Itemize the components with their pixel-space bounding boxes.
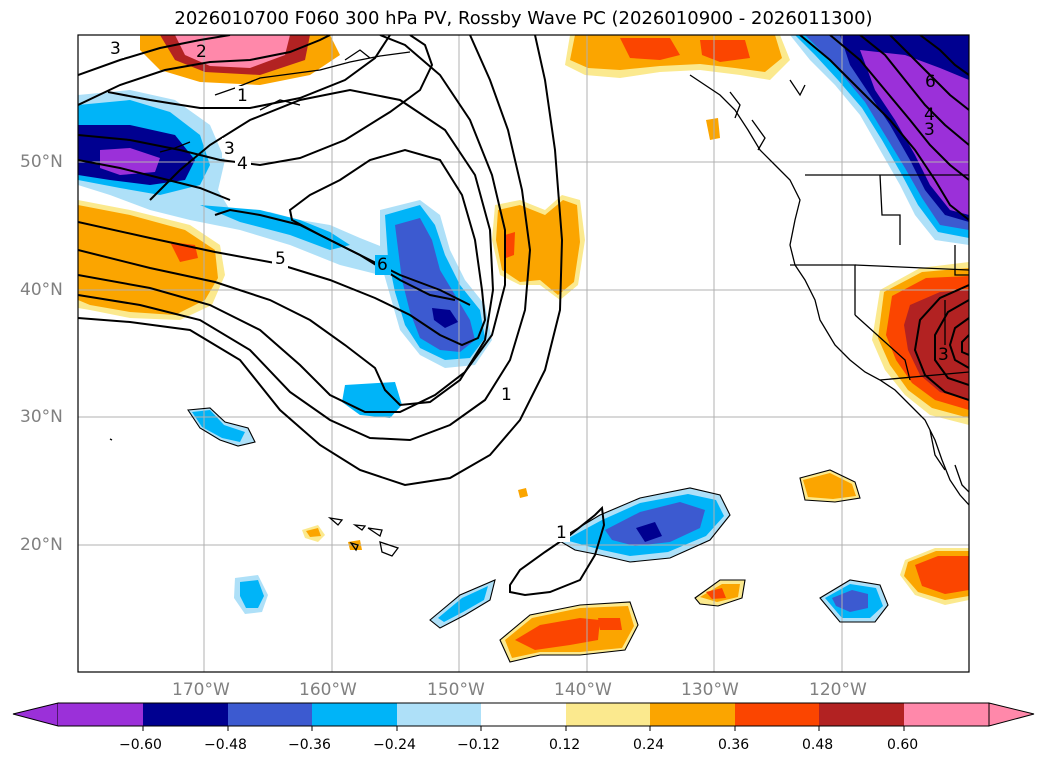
contour-label: 6	[925, 72, 936, 92]
lat-label-50n: 50°N	[20, 152, 63, 172]
colorbar-tick: −0.36	[288, 737, 331, 753]
contour-label: 2	[196, 42, 207, 62]
positive-anomaly-baja	[800, 470, 969, 605]
contour-label: 3	[924, 120, 935, 140]
colorbar	[12, 702, 1035, 731]
lat-label-20n: 20°N	[20, 535, 63, 555]
contour-outlines	[187, 407, 889, 663]
contour-label: 3	[938, 345, 949, 365]
colorbar-segment	[566, 703, 650, 726]
lon-label-140w: 140°W	[554, 680, 612, 700]
colorbar-segment	[312, 703, 397, 726]
colorbar-tick: −0.12	[457, 737, 500, 753]
map-frame	[77, 34, 970, 673]
colorbar-tick: −0.60	[119, 737, 162, 753]
lon-label-160w: 160°W	[299, 680, 357, 700]
map-plot-area: 3 2 1 3 4 5 6 1 1 6 4 3 3	[78, 35, 969, 672]
lat-label-30n: 30°N	[20, 407, 63, 427]
colorbar-segment	[819, 703, 904, 726]
colorbar-tick: 0.24	[633, 737, 665, 753]
subtropical-anomalies	[188, 408, 888, 662]
colorbar-segment	[650, 703, 735, 726]
colorbar-segment	[228, 703, 312, 726]
colorbar-tick: 0.36	[718, 737, 750, 753]
contour-label: 3	[110, 39, 121, 59]
colorbar-segment	[481, 703, 566, 726]
lat-label-40n: 40°N	[20, 280, 63, 300]
lon-label-150w: 150°W	[427, 680, 485, 700]
positive-anomaly-central	[492, 195, 585, 300]
map-title: 2026010700 F060 300 hPa PV, Rossby Wave …	[174, 8, 873, 29]
contour-label: 4	[924, 105, 935, 125]
colorbar-tick: 0.12	[549, 737, 581, 753]
colorbar-tick: −0.24	[373, 737, 416, 753]
contour-label: 1	[556, 523, 567, 543]
lon-label-120w: 120°W	[809, 680, 867, 700]
colorbar-segment	[397, 703, 481, 726]
colorbar-tick: 0.48	[802, 737, 834, 753]
colorbar-segment	[143, 703, 228, 726]
contour-label: 3	[224, 139, 235, 159]
contour-label: 5	[275, 249, 286, 269]
positive-anomaly-alaska	[565, 35, 790, 140]
map-gridlines	[78, 35, 969, 672]
colorbar-segment	[904, 703, 989, 726]
lon-label-130w: 130°W	[681, 680, 739, 700]
lon-label-170w: 170°W	[172, 680, 230, 700]
contour-labels: 3 2 1 3 4 5 6 1 1 6 4 3 3	[108, 38, 949, 543]
colorbar-segment	[735, 703, 819, 726]
colorbar-tick: 0.60	[887, 737, 919, 753]
colorbar-segment	[58, 703, 143, 726]
colorbar-tick: −0.48	[204, 737, 247, 753]
contour-label: 1	[237, 86, 248, 106]
contour-label: 6	[377, 255, 388, 275]
contour-label: 4	[237, 154, 248, 174]
contour-label: 1	[501, 385, 512, 405]
streamfunction-contours	[78, 35, 969, 597]
